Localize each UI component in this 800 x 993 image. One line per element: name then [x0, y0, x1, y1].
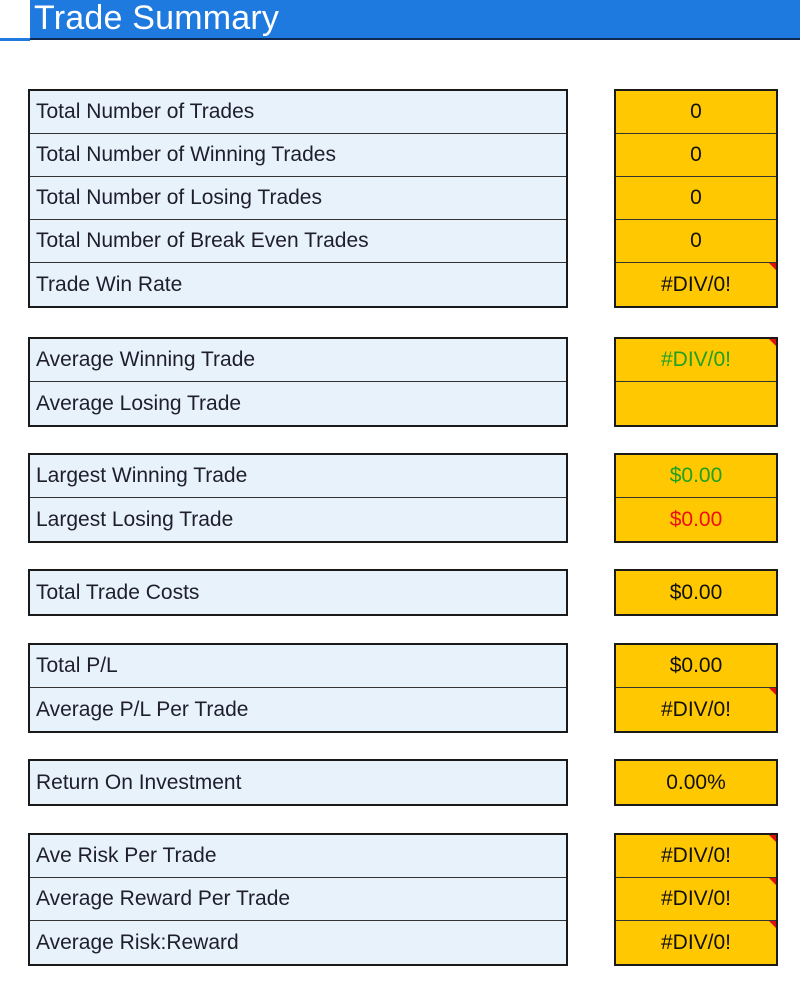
label-cell-losing-trades[interactable]: Total Number of Losing Trades: [30, 177, 566, 220]
value-cell-average-winning[interactable]: #DIV/0!: [616, 339, 776, 382]
labels-group-average-trades: Average Winning Trade Average Losing Tra…: [28, 337, 568, 427]
comment-indicator-icon[interactable]: [769, 263, 776, 270]
label-text: Average Winning Trade: [36, 348, 256, 371]
value-text: #DIV/0!: [660, 887, 732, 910]
value-text: 0: [690, 143, 702, 166]
label-cell-return-on-investment[interactable]: Return On Investment: [30, 761, 566, 804]
value-cell-largest-losing[interactable]: $0.00: [616, 498, 776, 541]
page-title: Trade Summary: [34, 0, 280, 37]
value-cell-winning-trades[interactable]: 0: [616, 134, 776, 177]
label-cell-total-trades[interactable]: Total Number of Trades: [30, 91, 566, 134]
comment-indicator-icon[interactable]: [769, 878, 776, 885]
label-text: Largest Winning Trade: [36, 464, 248, 487]
label-text: Largest Losing Trade: [36, 507, 234, 531]
value-cell-break-even-trades[interactable]: 0: [616, 220, 776, 263]
label-text: Return On Investment: [36, 770, 242, 794]
label-cell-average-winning[interactable]: Average Winning Trade: [30, 339, 566, 382]
label-cell-average-risk-reward[interactable]: Average Risk:Reward: [30, 921, 566, 964]
label-text: Total Number of Trades: [36, 100, 255, 123]
label-cell-win-rate[interactable]: Trade Win Rate: [30, 263, 566, 306]
label-text: Average Losing Trade: [36, 391, 242, 415]
label-cell-winning-trades[interactable]: Total Number of Winning Trades: [30, 134, 566, 177]
label-text: Total Number of Winning Trades: [36, 143, 336, 166]
label-cell-average-losing[interactable]: Average Losing Trade: [30, 382, 566, 425]
value-text: $0.00: [669, 464, 723, 487]
value-cell-largest-winning[interactable]: $0.00: [616, 455, 776, 498]
sheet-header: Trade Summary: [0, 0, 800, 41]
label-text: Ave Risk Per Trade: [36, 844, 217, 867]
value-cell-total-pl[interactable]: $0.00: [616, 645, 776, 688]
values-group-trade-costs: $0.00: [614, 569, 778, 616]
labels-group-trade-counts: Total Number of Trades Total Number of W…: [28, 89, 568, 308]
value-cell-average-losing[interactable]: [616, 382, 776, 425]
label-text: Total Number of Losing Trades: [36, 186, 322, 209]
value-text: #DIV/0!: [660, 697, 732, 721]
value-cell-total-trade-costs[interactable]: $0.00: [616, 571, 776, 614]
value-text: #DIV/0!: [660, 272, 732, 296]
label-text: Trade Win Rate: [36, 272, 183, 296]
label-cell-average-pl[interactable]: Average P/L Per Trade: [30, 688, 566, 731]
values-group-profit-loss: $0.00 #DIV/0!: [614, 643, 778, 733]
value-cell-ave-risk[interactable]: #DIV/0!: [616, 835, 776, 878]
label-cell-total-pl[interactable]: Total P/L: [30, 645, 566, 688]
label-text: Average Risk:Reward: [36, 930, 239, 954]
label-text: Total Number of Break Even Trades: [36, 229, 369, 252]
values-group-average-trades: #DIV/0!: [614, 337, 778, 427]
value-text: $0.00: [669, 654, 723, 677]
value-cell-average-risk-reward[interactable]: #DIV/0!: [616, 921, 776, 964]
value-cell-total-trades[interactable]: 0: [616, 91, 776, 134]
comment-indicator-icon[interactable]: [769, 921, 776, 928]
values-group-largest-trades: $0.00 $0.00: [614, 453, 778, 543]
header-banner: [30, 0, 800, 40]
labels-group-profit-loss: Total P/L Average P/L Per Trade: [28, 643, 568, 733]
value-text: 0: [690, 186, 702, 209]
label-cell-average-reward[interactable]: Average Reward Per Trade: [30, 878, 566, 921]
label-cell-largest-winning[interactable]: Largest Winning Trade: [30, 455, 566, 498]
value-text: #DIV/0!: [660, 348, 732, 371]
label-text: Total P/L: [36, 654, 118, 677]
labels-group-roi: Return On Investment: [28, 759, 568, 806]
values-group-trade-counts: 0 0 0 0 #DIV/0!: [614, 89, 778, 308]
label-cell-total-trade-costs[interactable]: Total Trade Costs: [30, 571, 566, 614]
label-cell-largest-losing[interactable]: Largest Losing Trade: [30, 498, 566, 541]
comment-indicator-icon[interactable]: [769, 835, 776, 842]
value-cell-average-pl[interactable]: #DIV/0!: [616, 688, 776, 731]
header-stub: [0, 0, 30, 41]
comment-indicator-icon[interactable]: [769, 339, 776, 346]
value-text: 0.00%: [666, 770, 726, 794]
value-text: 0: [690, 229, 702, 252]
value-cell-losing-trades[interactable]: 0: [616, 177, 776, 220]
label-text: Average Reward Per Trade: [36, 887, 291, 910]
values-group-roi: 0.00%: [614, 759, 778, 806]
value-text: 0: [690, 100, 702, 123]
values-group-risk-reward: #DIV/0! #DIV/0! #DIV/0!: [614, 833, 778, 966]
label-text: Total Trade Costs: [36, 580, 200, 604]
value-text: #DIV/0!: [660, 930, 732, 954]
value-cell-win-rate[interactable]: #DIV/0!: [616, 263, 776, 306]
label-cell-break-even-trades[interactable]: Total Number of Break Even Trades: [30, 220, 566, 263]
labels-group-largest-trades: Largest Winning Trade Largest Losing Tra…: [28, 453, 568, 543]
labels-group-risk-reward: Ave Risk Per Trade Average Reward Per Tr…: [28, 833, 568, 966]
label-text: Average P/L Per Trade: [36, 697, 249, 721]
label-cell-ave-risk[interactable]: Ave Risk Per Trade: [30, 835, 566, 878]
value-cell-average-reward[interactable]: #DIV/0!: [616, 878, 776, 921]
value-text: $0.00: [669, 580, 723, 604]
comment-indicator-icon[interactable]: [769, 688, 776, 695]
value-text: $0.00: [669, 507, 723, 531]
value-cell-return-on-investment[interactable]: 0.00%: [616, 761, 776, 804]
value-text: #DIV/0!: [660, 844, 732, 867]
labels-group-trade-costs: Total Trade Costs: [28, 569, 568, 616]
